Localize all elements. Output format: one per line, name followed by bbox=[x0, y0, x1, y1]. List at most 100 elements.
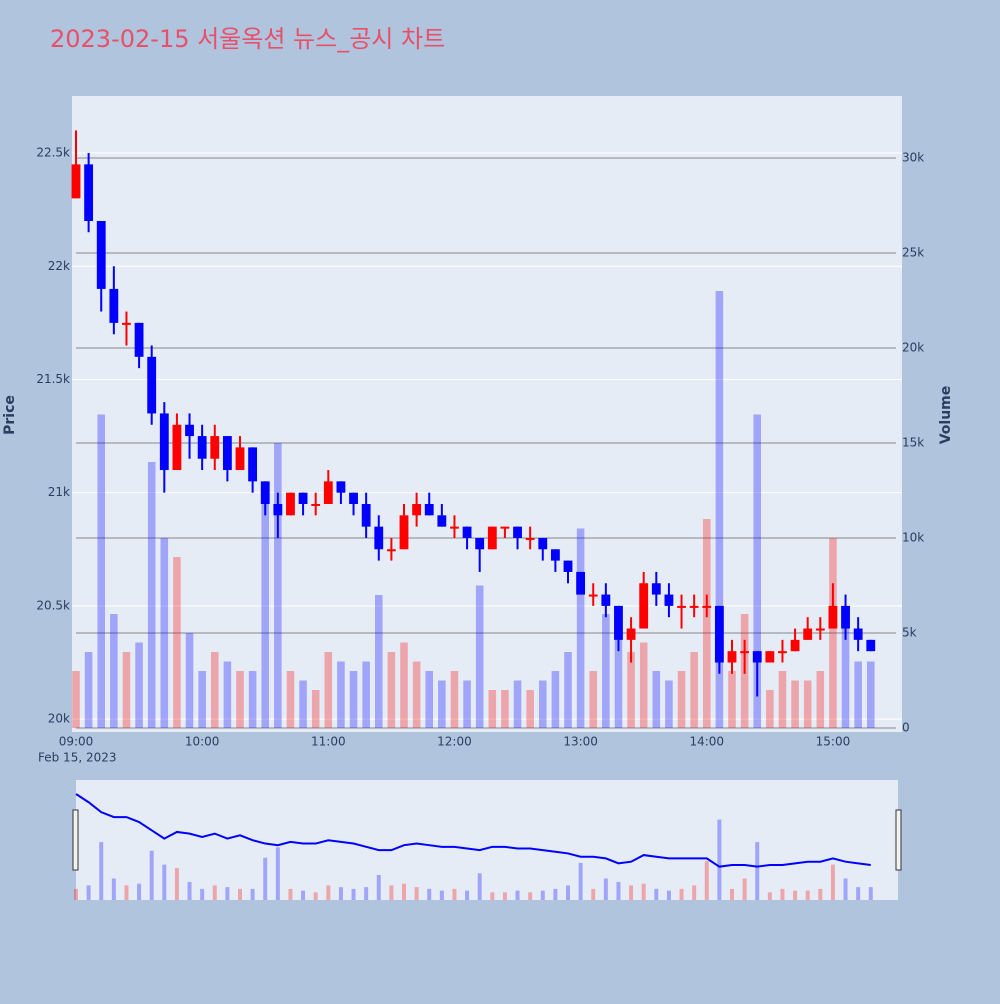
candle-body bbox=[248, 447, 258, 482]
mini-volume-bar bbox=[250, 888, 255, 900]
mini-volume-bar bbox=[603, 878, 608, 900]
candle-body bbox=[588, 594, 598, 597]
candle-body bbox=[311, 504, 321, 506]
mini-volume-bar bbox=[616, 881, 621, 900]
volume-bar bbox=[412, 661, 421, 729]
volume-bar bbox=[778, 671, 787, 729]
candle-body bbox=[450, 526, 459, 529]
range-handle-right[interactable] bbox=[895, 809, 902, 871]
mini-volume-bar bbox=[389, 885, 394, 900]
candle-body bbox=[84, 164, 94, 221]
mini-volume-bar bbox=[351, 888, 356, 900]
mini-volume-bar bbox=[818, 888, 823, 900]
mini-volume-bar bbox=[465, 890, 470, 900]
candle-body bbox=[525, 537, 535, 540]
volume-bar bbox=[538, 680, 547, 729]
candle-body bbox=[210, 436, 220, 459]
mini-volume-bar bbox=[553, 888, 558, 900]
mini-volume-bar bbox=[704, 861, 709, 900]
candle-body bbox=[462, 526, 472, 538]
mini-volume-bar bbox=[755, 842, 760, 900]
candle-body bbox=[172, 424, 182, 471]
candle-body bbox=[109, 288, 119, 323]
volume-bar bbox=[438, 680, 446, 729]
candle-body bbox=[828, 605, 838, 629]
volume-bar bbox=[324, 652, 333, 729]
candle-body bbox=[159, 413, 169, 471]
candle-body bbox=[550, 549, 560, 561]
mini-price-line bbox=[75, 793, 871, 868]
candle-body bbox=[424, 504, 434, 516]
mini-volume-bar bbox=[843, 878, 848, 900]
candle-body bbox=[197, 436, 207, 459]
candle-body bbox=[601, 594, 611, 606]
volume-bar bbox=[286, 671, 295, 729]
mini-volume-bar bbox=[805, 890, 810, 900]
candle-body bbox=[260, 481, 270, 504]
x-tick-label: 09:00 bbox=[59, 735, 94, 749]
volume-bar bbox=[198, 671, 206, 729]
candle-body bbox=[752, 651, 762, 663]
candle-body bbox=[235, 447, 245, 471]
mini-volume-bar bbox=[629, 885, 634, 900]
x-tick-label: 11:00 bbox=[311, 735, 346, 749]
y-tick-label: 20.5k bbox=[36, 598, 70, 612]
mini-volume-bar bbox=[540, 890, 545, 900]
mini-volume-bar bbox=[591, 888, 596, 900]
mini-volume-bar bbox=[730, 888, 734, 900]
volume-bar bbox=[160, 538, 169, 729]
volume-bar bbox=[425, 671, 434, 729]
volume-bar bbox=[602, 614, 610, 729]
mini-volume-bar bbox=[452, 888, 457, 900]
candle-body bbox=[866, 639, 876, 652]
mini-volume-bar bbox=[212, 885, 217, 900]
volume-bar bbox=[690, 652, 698, 729]
candle-body bbox=[222, 436, 232, 471]
mini-volume-bar bbox=[578, 862, 583, 900]
y2-tick-label: 20k bbox=[902, 341, 924, 355]
candle-body bbox=[437, 515, 447, 527]
candle-body bbox=[96, 220, 106, 289]
mini-volume-bar bbox=[427, 888, 432, 900]
range-slider[interactable] bbox=[76, 780, 898, 900]
y2-tick-label: 30k bbox=[902, 150, 924, 164]
candle-body bbox=[399, 515, 409, 550]
volume-bar bbox=[866, 661, 875, 729]
volume-bar bbox=[614, 633, 623, 729]
volume-bar bbox=[576, 528, 585, 729]
mini-volume-bar bbox=[162, 864, 167, 900]
mini-volume-bar bbox=[137, 883, 142, 900]
y2-tick-label: 15k bbox=[902, 436, 924, 450]
volume-bar bbox=[261, 500, 270, 729]
mini-volume-bar bbox=[780, 888, 785, 900]
volume-bar bbox=[829, 538, 837, 729]
candle-body bbox=[803, 628, 813, 640]
mini-volume-bar bbox=[402, 883, 406, 900]
mini-volume-bar bbox=[830, 864, 835, 900]
candle-body bbox=[273, 504, 283, 516]
volume-bar bbox=[223, 661, 232, 729]
volume-bar bbox=[387, 652, 396, 729]
range-handle-left[interactable] bbox=[72, 809, 79, 871]
x-tick-label: 14:00 bbox=[689, 735, 724, 749]
volume-bar bbox=[84, 652, 93, 729]
candle-body bbox=[563, 560, 573, 572]
volume-bar bbox=[728, 671, 736, 729]
candle-body bbox=[702, 605, 712, 608]
volume-bar bbox=[248, 671, 257, 729]
volume-bar bbox=[337, 661, 345, 729]
x-tick-label: 15:00 bbox=[816, 735, 851, 749]
mini-volume-bar bbox=[515, 890, 520, 900]
candle-body bbox=[500, 526, 510, 529]
volume-bar bbox=[311, 690, 320, 729]
mini-volume-bar bbox=[641, 883, 646, 900]
volume-bar bbox=[652, 671, 661, 729]
candle-body bbox=[727, 651, 737, 663]
candle-body bbox=[538, 537, 548, 550]
volume-bar bbox=[627, 652, 635, 729]
mini-volume-bar bbox=[793, 890, 798, 900]
volume-bar bbox=[210, 652, 219, 729]
volume-bar bbox=[110, 614, 118, 729]
mini-volume-bar bbox=[200, 888, 205, 900]
volume-bar bbox=[803, 680, 812, 729]
